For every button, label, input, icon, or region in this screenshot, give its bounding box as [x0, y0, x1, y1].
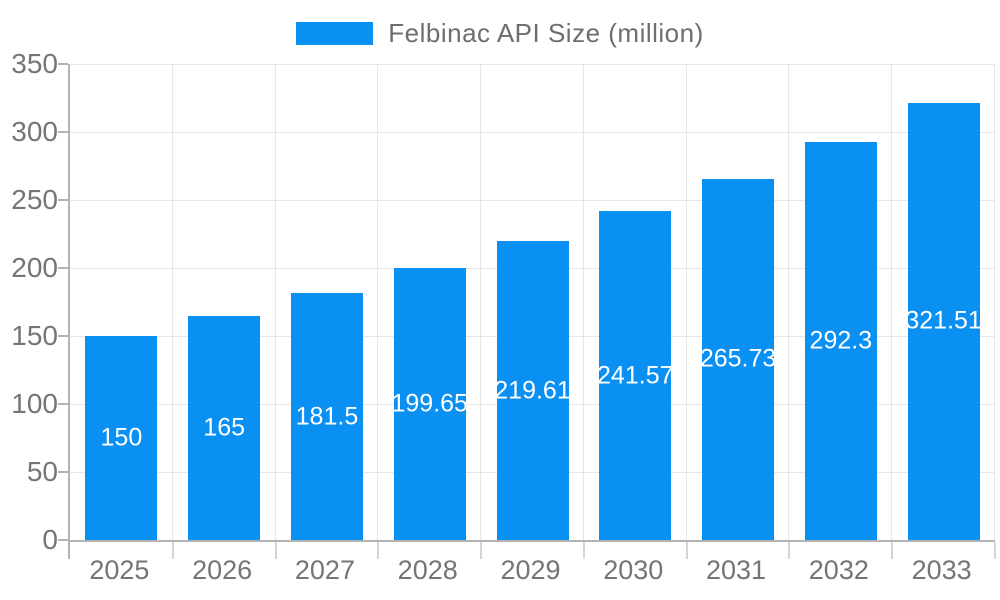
x-axis-tick-label: 2029	[500, 555, 561, 585]
x-axis-tick	[994, 542, 996, 559]
plot-area: 150 165 181.5 199.65 219.61 241.57 265.73 292.3…	[58, 63, 996, 559]
legend-swatch-icon	[296, 21, 374, 45]
bar-2027[interactable]: 181.5	[290, 293, 363, 540]
x-axis-tick	[891, 542, 894, 559]
x-axis-tick-label: 2027	[294, 555, 355, 585]
y-axis-tick-label: 250	[11, 184, 58, 215]
bar-2026[interactable]: 165	[188, 315, 261, 540]
y-axis-tick	[58, 63, 68, 65]
bar-2029[interactable]: 219.61	[494, 241, 571, 540]
y-axis-tick-label: 150	[11, 320, 58, 351]
x-axis-tick-label: 2033	[911, 555, 972, 585]
gridline-vertical	[788, 64, 790, 540]
bar-value-label: 165	[203, 413, 246, 442]
y-axis-tick	[58, 335, 68, 337]
y-axis-tick-label: 300	[11, 116, 58, 147]
x-axis-tick-label: 2025	[89, 555, 150, 585]
bar-value-label: 292.3	[809, 326, 873, 355]
legend-label: Felbinac API Size (million)	[388, 17, 704, 48]
x-axis-tick	[685, 542, 688, 559]
x-axis-tick	[274, 542, 277, 559]
x-axis-tick-label: 2031	[706, 555, 767, 585]
gridline-vertical	[274, 64, 276, 540]
y-axis-tick	[58, 131, 68, 133]
y-axis-tick	[58, 267, 68, 269]
y-axis-tick-label: 200	[11, 252, 58, 283]
x-axis-tick	[68, 542, 70, 559]
bar-2033[interactable]: 321.51	[905, 102, 982, 540]
y-axis-tick	[58, 199, 68, 201]
y-axis-tick	[58, 539, 68, 541]
gridline-vertical	[171, 64, 173, 540]
bar-value-label: 219.61	[494, 376, 571, 405]
bar-2032[interactable]: 292.3	[804, 142, 877, 540]
gridline-vertical	[377, 64, 379, 540]
bar-value-label: 150	[100, 423, 143, 452]
bar-value-label: 241.57	[597, 361, 674, 390]
legend: Felbinac API Size (million)	[0, 18, 1000, 49]
x-axis-tick	[788, 542, 791, 559]
bar-value-label: 199.65	[391, 389, 468, 418]
y-axis-tick	[58, 403, 68, 405]
y-axis-tick-label: 50	[26, 456, 58, 487]
bar-2025[interactable]: 150	[85, 336, 158, 540]
gridline-vertical	[891, 64, 893, 540]
gridline-vertical	[994, 64, 995, 540]
x-axis-tick-label: 2030	[603, 555, 664, 585]
y-axis-tick-label: 0	[42, 524, 58, 555]
gridline-vertical	[582, 64, 584, 540]
bar-2031[interactable]: 265.73	[699, 178, 777, 540]
bar-value-label: 181.5	[295, 402, 359, 431]
bar-value-label: 265.73	[699, 344, 777, 373]
y-axis-tick-label: 350	[11, 48, 58, 79]
gridline-horizontal	[70, 132, 995, 133]
bar-2028[interactable]: 199.65	[391, 268, 468, 540]
y-axis-tick-label: 100	[11, 388, 58, 419]
gridline-horizontal	[70, 200, 995, 201]
x-axis-tick-label: 2032	[808, 555, 869, 585]
x-axis-tick	[582, 542, 585, 559]
gridline-vertical	[685, 64, 687, 540]
x-axis-tick-label: 2026	[192, 555, 253, 585]
bar-2030[interactable]: 241.57	[597, 211, 674, 540]
x-axis-tick	[377, 542, 380, 559]
y-axis-tick	[58, 471, 68, 473]
x-axis-tick-label: 2028	[397, 555, 458, 585]
bar-value-label: 321.51	[905, 306, 982, 335]
gridline-vertical	[480, 64, 482, 540]
legend-item[interactable]: Felbinac API Size (million)	[296, 18, 704, 49]
x-axis-tick	[480, 542, 483, 559]
x-axis-tick	[171, 542, 174, 559]
gridline-horizontal	[70, 64, 995, 65]
